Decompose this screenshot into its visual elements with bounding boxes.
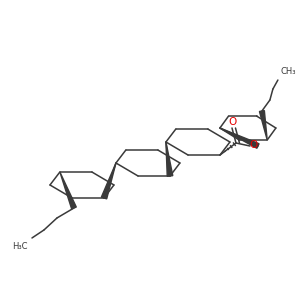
Polygon shape bbox=[260, 111, 267, 140]
Text: H₃C: H₃C bbox=[13, 242, 28, 251]
Text: O: O bbox=[250, 140, 258, 150]
Polygon shape bbox=[60, 172, 76, 209]
Polygon shape bbox=[101, 163, 116, 199]
Text: O: O bbox=[229, 117, 237, 127]
Polygon shape bbox=[166, 142, 173, 176]
Text: CH₃: CH₃ bbox=[281, 67, 296, 76]
Polygon shape bbox=[220, 128, 259, 148]
